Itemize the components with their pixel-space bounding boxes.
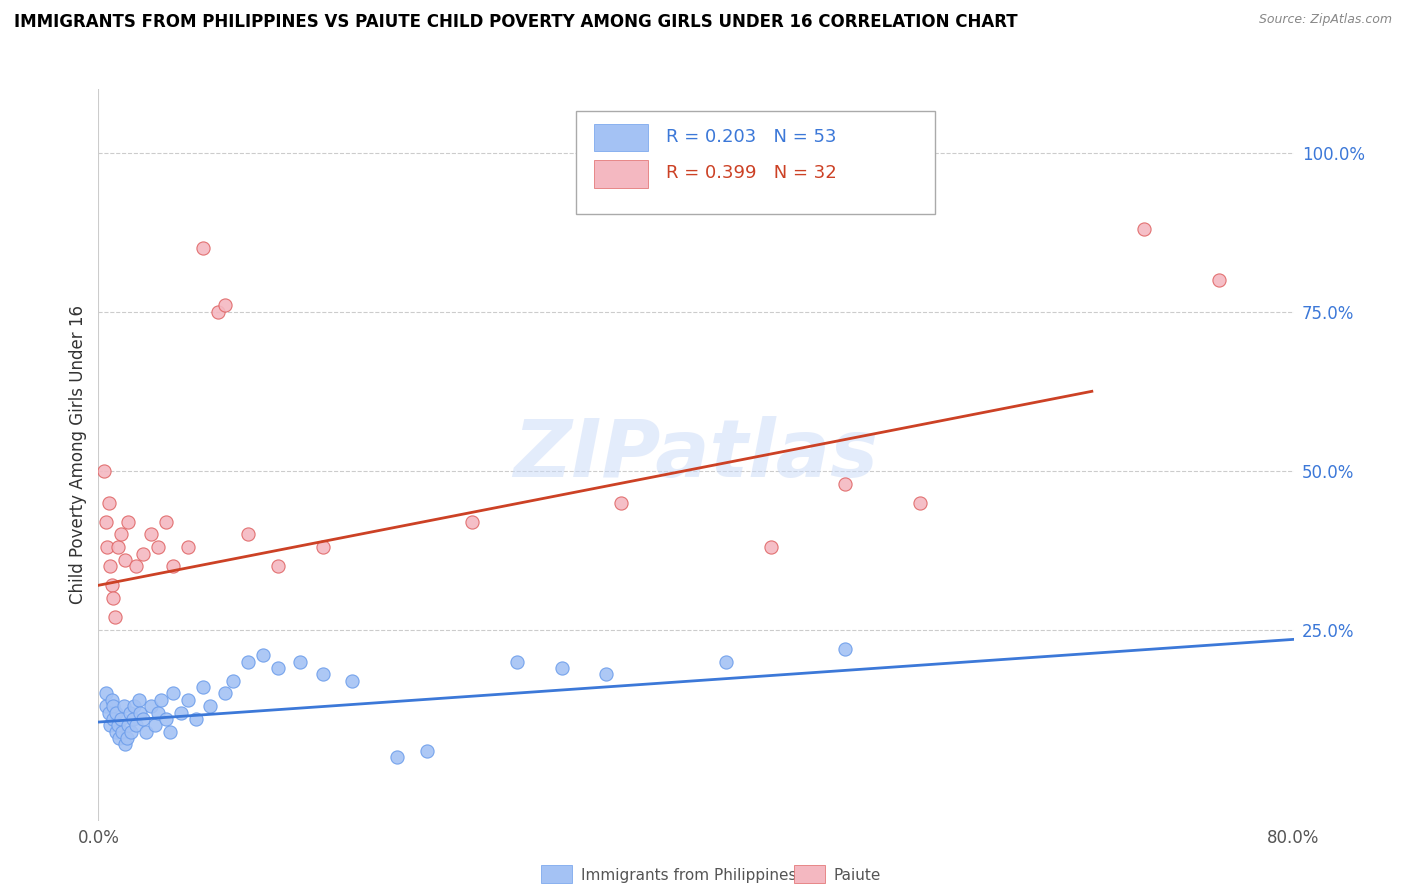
Point — [103, 712, 125, 726]
Point — [311, 540, 333, 554]
Point — [610, 495, 633, 509]
Point — [714, 655, 737, 669]
Point — [148, 706, 170, 720]
FancyBboxPatch shape — [576, 112, 935, 213]
Text: Paiute: Paiute — [834, 869, 882, 883]
Point — [135, 724, 157, 739]
Point — [506, 655, 529, 669]
Point — [159, 724, 181, 739]
Point — [94, 515, 117, 529]
Point — [112, 699, 135, 714]
Point — [385, 750, 409, 764]
Point — [107, 718, 129, 732]
Point — [342, 673, 364, 688]
Point — [98, 559, 122, 574]
Point — [236, 655, 259, 669]
Text: IMMIGRANTS FROM PHILIPPINES VS PAIUTE CHILD POVERTY AMONG GIRLS UNDER 16 CORRELA: IMMIGRANTS FROM PHILIPPINES VS PAIUTE CH… — [14, 13, 1018, 31]
Point — [105, 724, 128, 739]
Point — [97, 495, 120, 509]
Point — [118, 706, 141, 720]
Point — [117, 515, 139, 529]
FancyBboxPatch shape — [595, 124, 648, 152]
Point — [177, 540, 200, 554]
Point — [252, 648, 274, 663]
Text: ZIPatlas: ZIPatlas — [513, 416, 879, 494]
Point — [110, 527, 132, 541]
Point — [94, 699, 117, 714]
Point — [184, 712, 207, 726]
Point — [155, 712, 177, 726]
Point — [908, 495, 931, 509]
Point — [1208, 273, 1230, 287]
FancyBboxPatch shape — [595, 161, 648, 188]
Point — [207, 305, 229, 319]
Point — [114, 553, 136, 567]
Point — [834, 641, 856, 656]
Point — [103, 591, 125, 605]
Point — [834, 476, 856, 491]
Point — [110, 712, 132, 726]
Point — [96, 540, 118, 554]
Point — [132, 547, 155, 561]
Text: Source: ZipAtlas.com: Source: ZipAtlas.com — [1258, 13, 1392, 27]
Point — [93, 464, 115, 478]
Point — [191, 680, 214, 694]
Point — [1133, 222, 1156, 236]
Point — [124, 699, 146, 714]
Point — [214, 298, 236, 312]
Point — [120, 724, 142, 739]
Point — [107, 540, 129, 554]
Point — [115, 731, 138, 745]
Point — [191, 241, 214, 255]
Point — [128, 693, 150, 707]
Point — [129, 706, 152, 720]
Point — [143, 718, 166, 732]
Point — [98, 718, 122, 732]
Point — [101, 693, 124, 707]
Text: Immigrants from Philippines: Immigrants from Philippines — [581, 869, 796, 883]
Point — [162, 559, 184, 574]
Point — [236, 527, 259, 541]
Point — [759, 540, 782, 554]
Point — [288, 655, 311, 669]
Point — [267, 661, 290, 675]
Point — [155, 515, 177, 529]
Point — [550, 661, 572, 675]
Point — [121, 712, 143, 726]
Point — [125, 559, 148, 574]
Point — [200, 699, 222, 714]
Point — [117, 718, 139, 732]
Point — [101, 578, 124, 592]
Point — [114, 737, 136, 751]
Y-axis label: Child Poverty Among Girls Under 16: Child Poverty Among Girls Under 16 — [69, 305, 87, 605]
Point — [132, 712, 155, 726]
Point — [111, 724, 134, 739]
Point — [595, 667, 617, 681]
Point — [105, 706, 128, 720]
Text: R = 0.203   N = 53: R = 0.203 N = 53 — [666, 128, 837, 145]
Point — [311, 667, 333, 681]
Point — [139, 527, 162, 541]
Point — [222, 673, 245, 688]
Point — [104, 610, 127, 624]
Point — [214, 686, 236, 700]
Point — [94, 686, 117, 700]
Text: R = 0.399   N = 32: R = 0.399 N = 32 — [666, 164, 837, 182]
Point — [148, 540, 170, 554]
Point — [416, 744, 439, 758]
Point — [108, 731, 131, 745]
Point — [150, 693, 173, 707]
Point — [267, 559, 290, 574]
Point — [103, 699, 125, 714]
Point — [125, 718, 148, 732]
Point — [169, 706, 191, 720]
Point — [177, 693, 200, 707]
Point — [461, 515, 484, 529]
Point — [97, 706, 120, 720]
Point — [139, 699, 162, 714]
Point — [162, 686, 184, 700]
